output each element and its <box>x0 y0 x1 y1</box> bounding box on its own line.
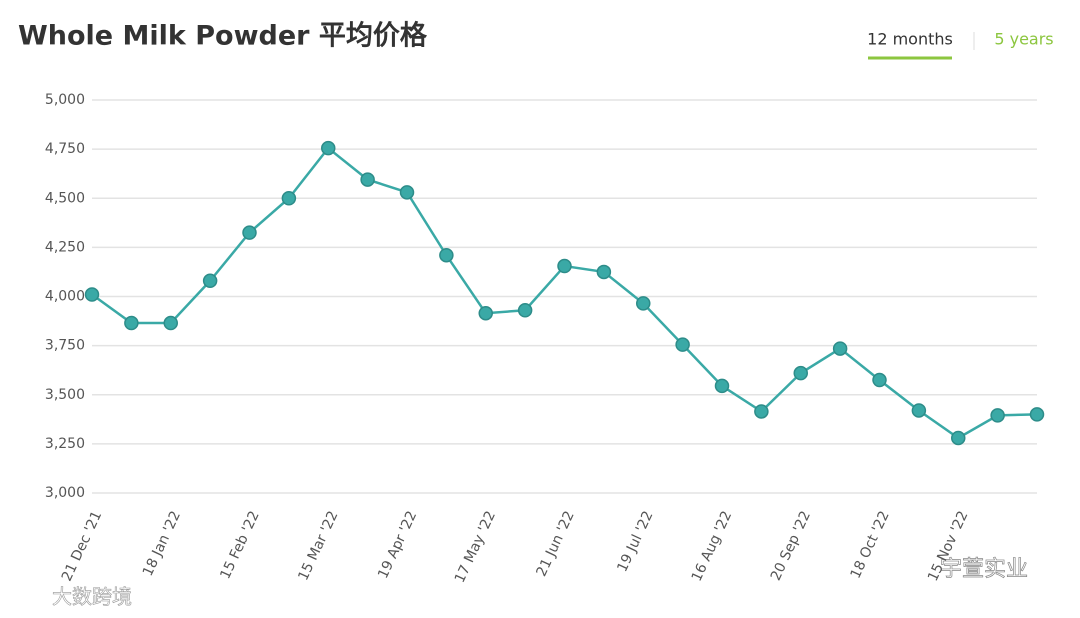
y-tick-label: 3,500 <box>45 387 85 403</box>
data-point <box>360 172 375 187</box>
x-tick-label: 21 Dec '21 <box>59 509 105 584</box>
data-point <box>321 140 336 156</box>
y-tick-label: 3,000 <box>45 485 85 501</box>
data-point <box>124 315 139 331</box>
data-point <box>84 287 100 302</box>
x-tick-label: 18 Oct '22 <box>848 509 893 582</box>
data-point <box>202 273 218 289</box>
y-tick-label: 4,750 <box>45 141 85 157</box>
data-point <box>872 372 887 388</box>
data-point <box>439 247 454 263</box>
x-tick-label: 18 Jan '22 <box>140 509 184 579</box>
y-tick-label: 3,250 <box>45 436 85 452</box>
data-point <box>793 365 808 381</box>
y-tick-label: 4,250 <box>45 239 85 255</box>
tab[interactable]: 12 months <box>867 30 953 49</box>
x-tick-label: 17 May '22 <box>452 509 499 586</box>
data-point <box>951 430 966 446</box>
y-tick-label: 4,000 <box>45 289 85 305</box>
data-point <box>990 408 1005 423</box>
data-point <box>754 404 769 419</box>
x-tick-label: 19 Apr '22 <box>375 509 420 582</box>
x-tick-label: 19 Jul '22 <box>614 509 656 575</box>
data-point <box>636 296 651 311</box>
data-point <box>163 315 178 331</box>
data-point <box>557 258 572 274</box>
watermark: 宇萱实业 <box>940 557 1028 582</box>
x-tick-label: 15 Feb '22 <box>217 509 262 582</box>
chart-title: Whole Milk Powder 平均价格 <box>18 21 428 52</box>
y-tick-label: 3,750 <box>45 338 85 354</box>
x-tick-label: 15 Mar '22 <box>295 509 341 584</box>
x-tick-label: 16 Aug '22 <box>689 509 736 584</box>
data-point <box>832 341 848 356</box>
data-point <box>911 403 927 418</box>
data-point <box>399 185 415 200</box>
data-point <box>714 378 730 394</box>
data-point <box>596 264 612 280</box>
y-tick-label: 5,000 <box>45 92 85 108</box>
data-point <box>675 337 690 352</box>
data-point <box>478 305 493 321</box>
tab[interactable]: 5 years <box>994 30 1053 49</box>
y-tick-label: 4,500 <box>45 190 85 206</box>
x-tick-label: 20 Sep '22 <box>768 509 814 584</box>
data-point <box>517 303 533 318</box>
data-point <box>1029 407 1045 422</box>
data-point <box>281 191 297 206</box>
data-point <box>242 225 257 240</box>
watermark: 大数跨境 <box>52 585 132 609</box>
x-tick-label: 21 Jun '22 <box>534 509 578 579</box>
